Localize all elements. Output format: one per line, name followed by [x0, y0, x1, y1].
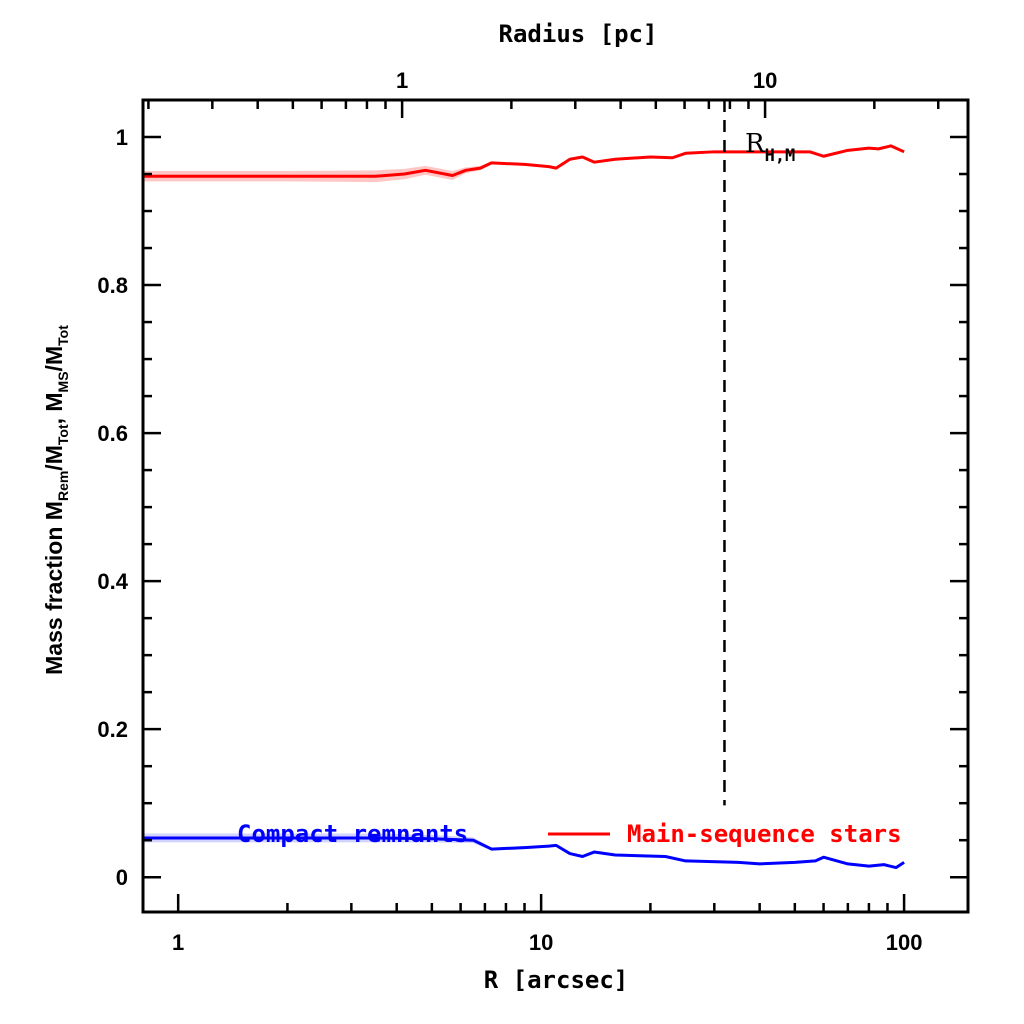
y-tick-label: 0.2: [97, 717, 128, 742]
y-label-text: , M: [41, 392, 67, 424]
y-label-text: /M: [41, 445, 67, 471]
series-lines: [143, 144, 905, 870]
y-tick-label: 0.6: [97, 421, 128, 446]
legend-compact-remnants: Compact remnants: [237, 820, 468, 848]
y-label-text: /M: [41, 346, 67, 372]
band-series-0: [143, 833, 905, 868]
line-series-1: [143, 144, 905, 178]
axis-ticks: [143, 100, 968, 912]
top-tick-label: 1: [396, 68, 408, 93]
y-tick-label: 1: [116, 125, 128, 150]
y-label-subscript: Tot: [55, 424, 71, 445]
y-tick-label: 0.4: [97, 569, 128, 594]
y-tick-label: 0: [116, 865, 128, 890]
legend-main-sequence-stars: Main-sequence stars: [627, 820, 902, 848]
x-tick-label: 1: [172, 930, 184, 955]
x-tick-label: 10: [529, 930, 553, 955]
y-label-subscript: Rem: [55, 471, 71, 501]
x-axis-label: R [arcsec]: [484, 966, 629, 994]
error-bands: [143, 145, 905, 868]
top-axis-label: Radius [pc]: [499, 20, 658, 48]
y-axis-label: Mass fraction MRem/MTot, MMS/MTot: [41, 325, 71, 675]
line-series-0: [143, 836, 905, 870]
x-tick-label: 100: [886, 930, 923, 955]
vline-label: R: [745, 129, 766, 159]
vline-label-sub: H,M: [765, 146, 796, 166]
y-tick-label: 0.8: [97, 273, 128, 298]
y-label-subscript: MS: [55, 371, 71, 392]
y-label-subscript: Tot: [55, 325, 71, 346]
y-label-text: Mass fraction M: [41, 501, 67, 675]
plot-frame: [141, 98, 970, 914]
half-mass-radius-label: RH,M: [745, 129, 795, 166]
legend: Compact remnants Main-sequence stars: [237, 820, 902, 848]
top-tick-label: 10: [753, 68, 777, 93]
